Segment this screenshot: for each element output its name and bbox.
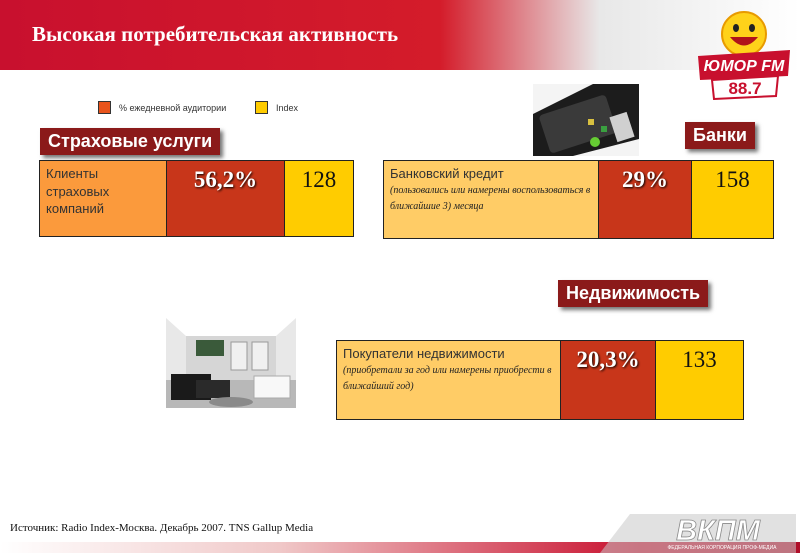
insurance-percent: 56,2% [167,161,285,236]
insurance-description-text: Клиенты страховых компаний [46,166,110,217]
legend-item-index: Index [255,101,298,114]
page-title: Высокая потребительская активность [32,22,399,46]
section-label-insurance: Страховые услуги [40,128,221,155]
realty-note: (приобретали за год или намерены приобре… [343,364,552,392]
humor-fm-logo: ЮМОР FM 88.7 [698,11,790,100]
source-note: Источник: Radio Index-Москва. Декабрь 20… [10,522,314,534]
insurance-description: Клиенты страховых компаний [40,161,167,236]
header-bar: Высокая потребительская активность [0,0,800,70]
legend-label: % ежедневной аудитории [119,102,227,113]
realty-description: Покупатели недвижимости (приобретали за … [337,341,561,419]
realty-index: 133 [656,341,743,419]
svg-text:ЮМОР FM: ЮМОР FM [704,58,785,75]
legend-label: Index [276,102,299,113]
svg-text:ВКПМ: ВКПМ [676,515,761,547]
interior-photo [166,318,296,408]
banks-description: Банковский кредит (пользовались или наме… [384,161,599,238]
insurance-index: 128 [285,161,353,236]
realty-description-text: Покупатели недвижимости [343,346,505,361]
bank-cards-photo [533,84,639,156]
footer-bar [0,542,800,553]
realty-percent: 20,3% [561,341,656,419]
section-label-realty: Недвижимость [558,280,709,307]
banks-note: (пользовались или намерены воспользовать… [390,184,591,212]
svg-text:88.7: 88.7 [728,79,761,98]
legend-swatch [98,101,111,114]
banks-percent: 29% [599,161,692,238]
svg-text:ФЕДЕРАЛЬНАЯ КОРПОРАЦИЯ ПРОФ-МЕ: ФЕДЕРАЛЬНАЯ КОРПОРАЦИЯ ПРОФ-МЕДИА [668,545,778,551]
legend-swatch [255,101,268,114]
section-label-banks: Банки [685,122,755,149]
insurance-row: Клиенты страховых компаний 56,2% 128 [39,160,354,237]
realty-row: Покупатели недвижимости (приобретали за … [336,340,744,420]
banks-index: 158 [692,161,773,238]
banks-row: Банковский кредит (пользовались или наме… [383,160,774,239]
banks-description-text: Банковский кредит [390,166,504,181]
legend-item-audience: % ежедневной аудитории [98,101,226,114]
corp-logo: ВКПМ ФЕДЕРАЛЬНАЯ КОРПОРАЦИЯ ПРОФ-МЕДИА [600,514,796,553]
